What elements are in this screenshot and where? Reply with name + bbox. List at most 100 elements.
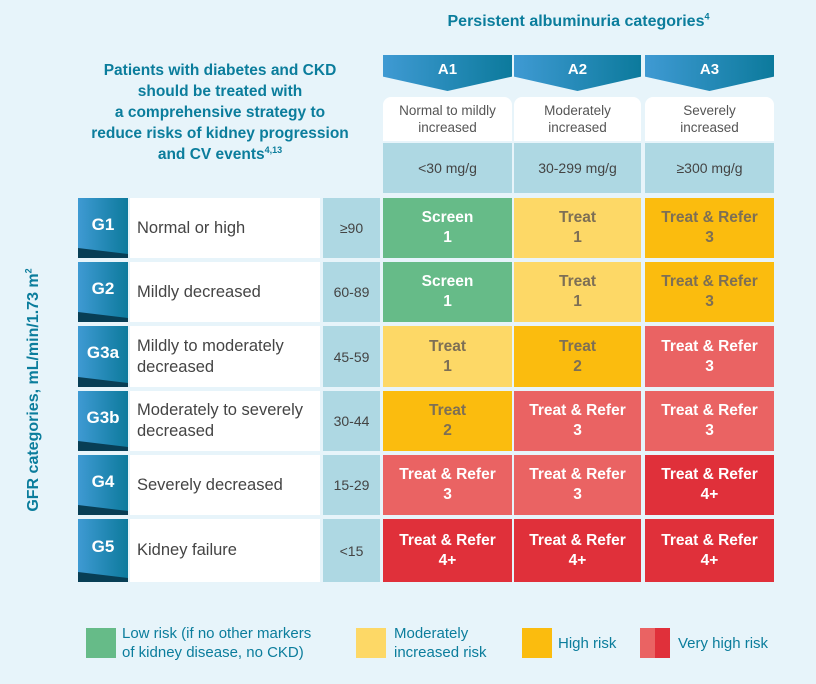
- legend-line: High risk: [558, 635, 617, 652]
- risk-cell: Treat & Refer 3: [514, 391, 641, 451]
- row-header-g5: G5: [78, 519, 128, 582]
- monitoring-frequency: 3: [443, 486, 452, 503]
- intro-line: reduce risks of kidney progression: [60, 123, 380, 144]
- row-description-text: Normal or high: [137, 218, 246, 237]
- intro-line-text: should be treated with: [137, 83, 303, 100]
- row-description-text: Mildly to moderately decreased: [137, 336, 284, 376]
- monitoring-frequency: 3: [705, 422, 714, 439]
- risk-cell: Screen 1: [383, 198, 512, 258]
- row-code: G4: [91, 471, 115, 491]
- row-header-g1: G1: [78, 198, 128, 258]
- description-lines: Normal to mildly increased: [399, 102, 496, 136]
- action-text: Treat & Refer: [529, 531, 626, 549]
- row-header-g2: G2: [78, 262, 128, 322]
- column-code: A3: [699, 61, 720, 78]
- legend-label: Very high risk: [678, 634, 768, 653]
- legend-swatch-low: [86, 628, 116, 658]
- row-range: 45-59: [323, 326, 380, 387]
- row-description-text: Moderately to severely decreased: [137, 401, 303, 440]
- action-text: Screen: [421, 209, 474, 226]
- action-text: Treat & Refer: [661, 273, 758, 290]
- action-text: Treat & Refer: [661, 209, 758, 226]
- albuminuria-title-text: Persistent albuminuria categories: [447, 13, 705, 30]
- monitoring-frequency: 4+: [700, 486, 719, 503]
- intro-text: Patients with diabetes and CKD should be …: [60, 60, 380, 165]
- risk-cell: Treat & Refer 3: [514, 455, 641, 515]
- row-description-text: Severely decreased: [137, 475, 283, 494]
- intro-line: Patients with diabetes and CKD: [60, 60, 380, 81]
- risk-cell: Treat 1: [514, 262, 641, 322]
- action-text: Treat & Refer: [399, 531, 496, 549]
- risk-cell: Treat 1: [514, 198, 641, 258]
- column-header-a2: A2: [514, 55, 641, 91]
- risk-cell: Treat 2: [514, 326, 641, 387]
- row-description: Mildly to moderately decreased: [130, 326, 320, 387]
- column-range: <30 mg/g: [383, 143, 512, 193]
- legend-label: High risk: [558, 634, 616, 653]
- legend-swatch-very_high: [640, 628, 670, 658]
- risk-cell: Treat 1: [383, 326, 512, 387]
- legend-label: Moderately increased risk: [394, 624, 487, 662]
- action-text: Treat & Refer: [661, 466, 758, 483]
- legend-line: of kidney disease, no CKD): [122, 644, 304, 661]
- row-range: ≥90: [323, 198, 380, 258]
- risk-cell: Treat & Refer 4+: [514, 519, 641, 582]
- monitoring-frequency: 1: [443, 229, 452, 246]
- risk-cell: Treat & Refer 4+: [645, 519, 774, 582]
- description-line: increased: [548, 120, 607, 135]
- intro-line-text: a comprehensive strategy to: [114, 104, 326, 121]
- action-text: Treat: [428, 402, 467, 419]
- row-header-g4: G4: [78, 455, 128, 515]
- row-header-g3b: G3b: [78, 391, 128, 451]
- risk-cell: Treat & Refer 3: [645, 391, 774, 451]
- monitoring-frequency: 3: [705, 357, 714, 375]
- action-text: Treat & Refer: [399, 466, 496, 483]
- monitoring-frequency: 3: [573, 422, 582, 439]
- range-text: ≥300 mg/g: [676, 160, 743, 176]
- description-lines: Moderately increased: [544, 102, 611, 136]
- legend-label: Low risk (if no other markers of kidney d…: [122, 624, 311, 662]
- row-description: Mildly decreased: [130, 262, 320, 322]
- risk-cell: Treat 2: [383, 391, 512, 451]
- row-range-text: <15: [339, 542, 364, 559]
- description-line: Moderately: [544, 103, 611, 118]
- row-range: 30-44: [323, 391, 380, 451]
- intro-line: and CV events4,13: [60, 144, 380, 165]
- column-description: Severely increased: [645, 97, 774, 141]
- row-code: G1: [91, 214, 115, 234]
- action-text: Treat: [558, 337, 597, 355]
- monitoring-frequency: 1: [573, 229, 582, 246]
- column-code: A1: [437, 61, 458, 78]
- action-text: Treat: [558, 273, 597, 290]
- row-code: G3a: [86, 343, 120, 362]
- risk-cell: Treat & Refer 3: [383, 455, 512, 515]
- row-description: Kidney failure: [130, 519, 320, 582]
- monitoring-frequency: 4+: [438, 551, 457, 569]
- column-header-a1: A1: [383, 55, 512, 91]
- intro-line-text: reduce risks of kidney progression: [91, 125, 349, 142]
- monitoring-frequency: 2: [573, 357, 582, 375]
- row-range-text: 60-89: [333, 284, 370, 300]
- row-description-text: Mildly decreased: [137, 282, 261, 301]
- row-range-text: ≥90: [339, 220, 364, 236]
- column-range: ≥300 mg/g: [645, 143, 774, 193]
- row-range-text: 15-29: [333, 477, 370, 493]
- gfr-axis-sup: 2: [23, 268, 34, 274]
- description-line: Normal to mildly: [399, 103, 496, 118]
- row-description-text: Kidney failure: [137, 541, 237, 559]
- risk-cell: Screen 1: [383, 262, 512, 322]
- row-range: <15: [323, 519, 380, 582]
- monitoring-frequency: 1: [573, 293, 582, 310]
- row-range-text: 45-59: [333, 348, 370, 365]
- row-description: Severely decreased: [130, 455, 320, 515]
- risk-cell: Treat & Refer 3: [645, 262, 774, 322]
- risk-cell: Treat & Refer 3: [645, 326, 774, 387]
- monitoring-frequency: 4+: [700, 551, 719, 569]
- intro-line-text: Patients with diabetes and CKD: [103, 62, 337, 79]
- description-line: increased: [680, 120, 739, 135]
- action-text: Treat: [558, 209, 597, 226]
- row-header-g3a: G3a: [78, 326, 128, 387]
- risk-cell: Treat & Refer 4+: [645, 455, 774, 515]
- monitoring-frequency: 3: [705, 293, 714, 310]
